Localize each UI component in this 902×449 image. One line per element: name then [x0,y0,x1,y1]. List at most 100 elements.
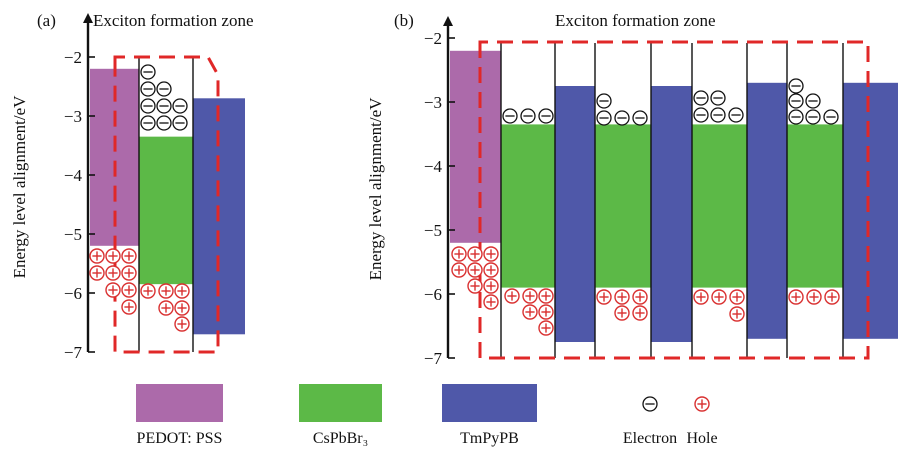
legend-swatch [136,384,223,422]
hole-icon [729,289,745,305]
y-tick-label: −6 [424,285,442,304]
electron-icon [788,93,804,109]
hole-icon [788,289,804,305]
electron-icon [502,108,518,124]
electron-icon [140,81,156,97]
hole-icon [538,304,554,320]
electron-icon [693,107,709,123]
hole-icon [174,300,190,316]
layer-tmpypb-bar [651,86,692,342]
hole-icon [158,283,174,299]
electron-icon [823,109,839,125]
y-tick-label: −3 [424,93,442,112]
panel-a-title: Exciton formation zone [93,11,254,30]
electron-icon [140,98,156,114]
electron-icon [614,110,630,126]
layer-tmpypb-bar [747,82,787,339]
hole-icon [483,278,499,294]
hole-icon [538,288,554,304]
hole-icon [105,282,121,298]
hole-icon [806,289,822,305]
panel-b-label: (b) [394,11,414,30]
hole-icon [483,246,499,262]
hole-icon [89,265,105,281]
legend-label: Hole [686,430,717,447]
panel-a-electrons [140,64,188,131]
hole-icon [89,248,105,264]
electron-icon [728,107,744,123]
y-tick-label: −5 [424,221,442,240]
panel-b-ylabel: Energy level alignment/eV [366,97,385,281]
electron-icon [172,115,188,131]
y-tick-label: −6 [64,284,82,303]
panel-a-ylabel: Energy level alignment/eV [10,95,29,279]
panel-b: −2−3−4−5−6−7 (b) Exciton formation zone … [366,11,898,368]
hole-icon [483,294,499,310]
electron-icon [538,108,554,124]
panel-b-dividers [500,43,844,358]
layer-cspbbr3-bar [595,124,651,288]
y-tick-label: −2 [424,29,442,48]
hole-icon [174,316,190,332]
legend-item-tmpypb: TmPyPB [442,384,537,447]
hole-icon [824,289,840,305]
hole-icon [121,265,137,281]
hole-icon [467,262,483,278]
hole-icon [140,283,156,299]
hole-icon [729,306,745,322]
panel-b-title: Exciton formation zone [555,11,716,30]
layer-cspbbr3-bar [139,136,193,285]
panel-a: −2−3−4−5−6−7 (a) Exciton formation zone … [10,11,254,362]
hole-icon [504,288,520,304]
hole-icon [693,289,709,305]
hole-icon [694,396,710,412]
panel-b-ticks: −2 −3 −4 −5 −6 −7 [424,29,455,368]
y-tick-label: −5 [64,225,82,244]
electron-icon [710,90,726,106]
hole-icon [711,289,727,305]
hole-icon [121,282,137,298]
hole-icon [538,320,554,336]
panel-a-y-axis: −2 −3 −4 −5 −6 −7 [64,13,95,362]
panel-b-y-axis: −2 −3 −4 −5 −6 −7 [424,16,455,368]
layer-cspbbr3-bar [501,124,555,288]
electron-icon [805,109,821,125]
legend-label: PEDOT: PSS [137,430,223,447]
electron-icon [710,107,726,123]
panel-a-label: (a) [37,11,56,30]
hole-icon [614,305,630,321]
hole-icon [632,289,648,305]
legend-swatch [442,384,537,422]
y-tick-label: −7 [424,349,443,368]
hole-icon [174,283,190,299]
y-tick-label: −4 [64,166,83,185]
electron-icon [596,93,612,109]
layer-pedot-pss-bar [450,50,501,243]
electron-icon [520,108,536,124]
hole-icon [467,246,483,262]
hole-icon [451,246,467,262]
electron-icon [156,98,172,114]
hole-icon [614,289,630,305]
layer-cspbbr3-bar [787,124,843,288]
electron-icon [642,396,658,412]
hole-icon [483,262,499,278]
hole-icon [158,300,174,316]
electron-icon [693,90,709,106]
electron-icon [140,64,156,80]
electron-icon [156,115,172,131]
electron-icon [632,110,648,126]
y-tick-label: −7 [64,343,83,362]
hole-icon [451,262,467,278]
panel-a-dividers [138,56,194,352]
legend-label: TmPyPB [460,430,519,447]
electron-icon [596,110,612,126]
electron-icon [805,93,821,109]
legend-swatch [299,384,382,422]
electron-icon [140,115,156,131]
hole-icon [105,248,121,264]
y-tick-label: −4 [424,157,443,176]
legend-label: CsPbBr₃ [313,430,368,447]
legend-item-cspbbr3: CsPbBr₃ [299,384,382,447]
